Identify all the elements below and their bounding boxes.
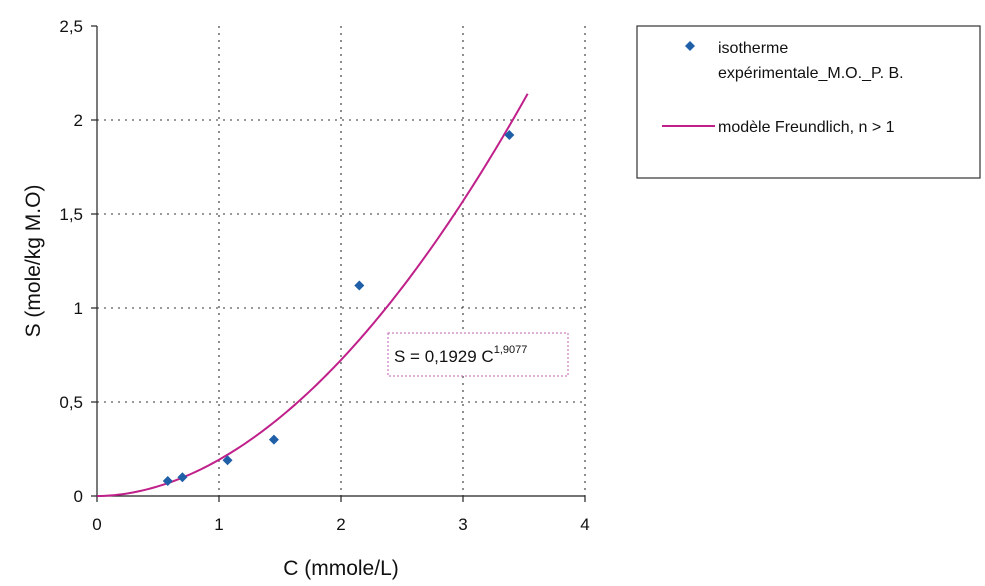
data-point	[504, 130, 515, 141]
x-axis-title: C (mmole/L)	[283, 557, 399, 580]
legend-marker-points	[685, 41, 695, 51]
x-tick-label: 3	[458, 515, 467, 534]
y-tick-label: 1	[74, 299, 83, 318]
data-point	[222, 455, 233, 466]
x-tick-label: 2	[336, 515, 345, 534]
data-points	[162, 130, 515, 486]
y-tick-label: 1,5	[59, 205, 83, 224]
equation-exponent: 1,9077	[494, 344, 528, 356]
equation-text: S = 0,1929 C1,9077	[394, 344, 527, 366]
y-axis-title: S (mole/kg M.O)	[22, 185, 45, 338]
y-tick-label: 0	[74, 487, 83, 506]
equation-box	[387, 332, 569, 377]
legend-label-model: modèle Freundlich, n > 1	[718, 119, 895, 136]
data-point	[177, 472, 188, 483]
ticks: 0 1 2 3 4 0 0,5 1 1,5 2 2,5	[59, 17, 589, 534]
grid	[97, 26, 586, 496]
x-tick-label: 0	[92, 515, 101, 534]
legend-label-points-line2: expérimentale_M.O._P. B.	[718, 65, 904, 82]
y-tick-label: 2	[74, 111, 83, 130]
data-point	[354, 280, 365, 291]
legend-box	[636, 25, 981, 179]
y-tick-label: 0,5	[59, 393, 83, 412]
data-point	[268, 434, 279, 445]
equation-prefix: S = 0,1929 C	[394, 347, 494, 366]
legend-label-points-line1: isotherme	[718, 40, 788, 57]
equation-label: S = 0,1929 C1,9077	[387, 332, 569, 377]
freundlich-model-curve	[96, 93, 529, 497]
data-point	[162, 475, 173, 486]
y-tick-label: 2,5	[59, 17, 83, 36]
x-tick-label: 4	[580, 515, 589, 534]
legend: isotherme expérimentale_M.O._P. B. modèl…	[636, 25, 981, 179]
x-tick-label: 1	[214, 515, 223, 534]
